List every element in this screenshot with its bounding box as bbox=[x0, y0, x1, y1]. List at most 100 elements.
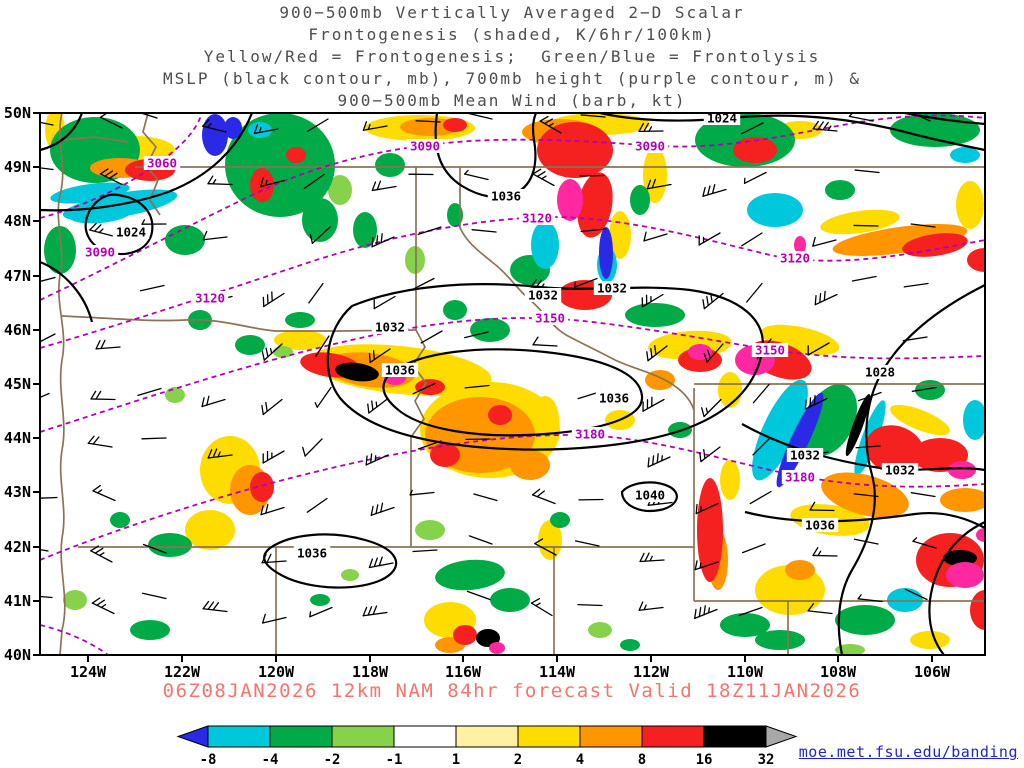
wind-barb bbox=[532, 336, 558, 347]
height-contour-label: 3090 bbox=[410, 139, 440, 154]
colorbar-segment bbox=[517, 725, 581, 748]
mslp-contour-label: 1036 bbox=[599, 391, 629, 406]
lon-label: 118W bbox=[352, 663, 389, 681]
wind-barb bbox=[40, 496, 58, 499]
chart-title-line: 900−500mb Mean Wind (barb, kt) bbox=[337, 91, 687, 110]
colorbar-right-arrow bbox=[765, 725, 798, 748]
wind-barb bbox=[309, 606, 333, 618]
mslp-contour-label: 1032 bbox=[790, 448, 820, 463]
mslp-contour-label: 1036 bbox=[805, 518, 835, 533]
colorbar-tick-label: -2 bbox=[324, 752, 341, 768]
chart-title-line: Yellow/Red = Frontogenesis; Green/Blue =… bbox=[203, 47, 821, 66]
wind-barb bbox=[573, 277, 598, 288]
height-contour-label: 3150 bbox=[535, 311, 565, 326]
wind-barb bbox=[370, 502, 395, 516]
lat-label: 44N bbox=[4, 429, 31, 447]
wind-barb bbox=[743, 171, 767, 184]
wind-barb bbox=[746, 282, 763, 303]
wind-barb bbox=[539, 115, 562, 134]
wind-barbs-layer bbox=[40, 113, 937, 624]
wind-barb bbox=[911, 386, 937, 392]
wind-barb bbox=[473, 493, 498, 502]
wind-barb bbox=[314, 386, 332, 408]
wind-barb bbox=[807, 342, 830, 356]
wind-barb bbox=[701, 398, 722, 418]
wind-barb bbox=[646, 345, 668, 362]
height-contour-label: 3120 bbox=[522, 211, 552, 226]
wind-barb bbox=[261, 398, 283, 416]
wind-barb bbox=[302, 438, 323, 457]
wind-barb bbox=[642, 396, 665, 412]
height-contour-label: 3120 bbox=[195, 291, 225, 306]
wind-barb bbox=[694, 605, 718, 620]
wind-barb bbox=[40, 121, 54, 126]
wind-barb bbox=[141, 592, 167, 600]
wind-barb bbox=[91, 597, 115, 615]
wind-barb bbox=[417, 226, 442, 236]
wind-barb bbox=[262, 450, 285, 464]
height-contour-label: 3090 bbox=[85, 245, 115, 260]
wind-barb bbox=[89, 222, 114, 237]
lon-label: 110W bbox=[727, 663, 764, 681]
lon-label: 112W bbox=[633, 663, 670, 681]
wind-barb bbox=[910, 492, 936, 498]
wind-barb bbox=[902, 336, 928, 342]
colorbar-segment bbox=[269, 725, 333, 748]
height-contour-label: 3060 bbox=[147, 156, 177, 171]
wind-barb bbox=[647, 453, 671, 468]
lon-label: 108W bbox=[820, 663, 857, 681]
wind-barb bbox=[814, 290, 838, 306]
wind-barb bbox=[362, 605, 388, 617]
wind-barb bbox=[367, 397, 389, 414]
contour-labels-layer: 3060 3090 3090 3090 3120 3120 3120 3150 3150 3180… bbox=[81, 111, 919, 561]
wind-barb bbox=[646, 178, 672, 190]
wind-barb bbox=[202, 119, 227, 133]
wind-barb bbox=[262, 291, 285, 308]
colorbar-tick-label: 4 bbox=[576, 752, 584, 768]
wind-barb bbox=[695, 502, 719, 515]
chart-title-line: MSLP (black contour, mb), 700mb height (… bbox=[163, 69, 861, 88]
wind-barb bbox=[638, 601, 664, 611]
wind-barb bbox=[577, 603, 603, 607]
wind-barb bbox=[702, 292, 724, 310]
lon-label: 124W bbox=[70, 663, 107, 681]
wind-barb bbox=[752, 383, 770, 404]
wind-barb bbox=[532, 168, 555, 187]
wind-barb bbox=[368, 556, 394, 569]
lat-label: 49N bbox=[4, 158, 31, 176]
wind-barb bbox=[580, 114, 606, 118]
colorbar-segment bbox=[579, 725, 643, 748]
wind-barb bbox=[315, 335, 330, 357]
colorbar-segment bbox=[331, 725, 395, 748]
wind-barb bbox=[40, 167, 54, 171]
mslp-contour-label: 1036 bbox=[297, 546, 327, 561]
wind-barb bbox=[306, 497, 328, 513]
lon-label: 116W bbox=[445, 663, 482, 681]
wind-barb bbox=[471, 229, 497, 233]
credit-link[interactable]: moe.met.fsu.edu/banding bbox=[798, 743, 1018, 761]
wind-barb bbox=[857, 391, 882, 402]
colorbar-tick-label: -1 bbox=[386, 752, 403, 768]
mslp-contour-label: 1032 bbox=[375, 320, 405, 335]
wind-barb bbox=[812, 236, 837, 247]
mslp-contour-label: 1032 bbox=[597, 281, 627, 296]
wind-barb bbox=[904, 588, 928, 601]
wind-barb bbox=[303, 173, 325, 190]
mslp-contour-label: 1024 bbox=[116, 225, 146, 240]
wind-barb bbox=[749, 490, 772, 505]
wind-barb bbox=[851, 275, 877, 282]
lat-label: 48N bbox=[4, 212, 31, 230]
wind-barb bbox=[90, 545, 113, 563]
wind-barb bbox=[468, 113, 493, 120]
wind-barb bbox=[371, 233, 395, 248]
wind-barb bbox=[534, 538, 557, 556]
wind-barb bbox=[574, 540, 600, 547]
wind-barb bbox=[809, 501, 835, 512]
wind-barb bbox=[463, 169, 489, 181]
wind-barb bbox=[812, 120, 838, 132]
wind-barb bbox=[309, 226, 331, 244]
wind-barb bbox=[412, 382, 436, 395]
height-contour-label: 3150 bbox=[755, 343, 785, 358]
wind-barb bbox=[371, 180, 397, 192]
